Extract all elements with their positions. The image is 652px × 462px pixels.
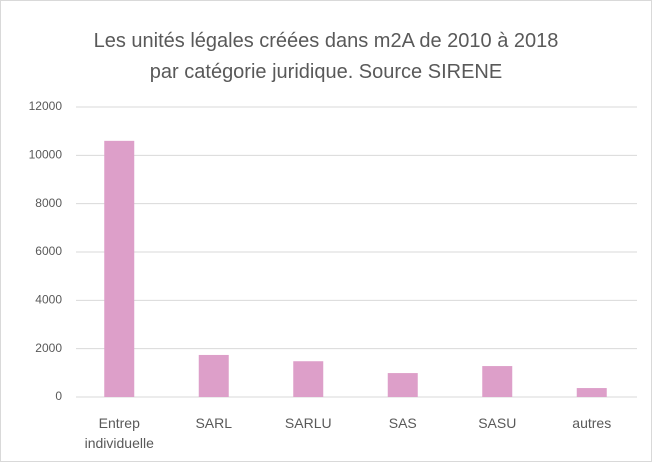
x-tick-label: SARLU [284,415,332,431]
bar [576,388,607,397]
x-tick-label: autres [572,415,612,431]
x-tick-label: Entrep individuelle [84,415,154,451]
bar [198,354,229,397]
chart-title: Les unités légales créées dans m2A de 20… [93,30,559,83]
y-tick-label: 12000 [29,99,63,113]
x-tick-label: SASU [478,415,517,431]
y-tick-label: 6000 [35,244,62,258]
y-tick-label: 2000 [35,341,62,355]
x-tick-label: SARL [195,415,233,431]
bar [482,366,513,397]
y-tick-label: 0 [55,389,62,403]
y-tick-label: 8000 [35,196,62,210]
y-tick-label: 10000 [29,148,63,162]
bar [293,361,324,397]
bar [387,373,418,397]
y-tick-label: 4000 [35,293,62,307]
bar [104,140,135,398]
x-tick-label: SAS [388,415,417,431]
